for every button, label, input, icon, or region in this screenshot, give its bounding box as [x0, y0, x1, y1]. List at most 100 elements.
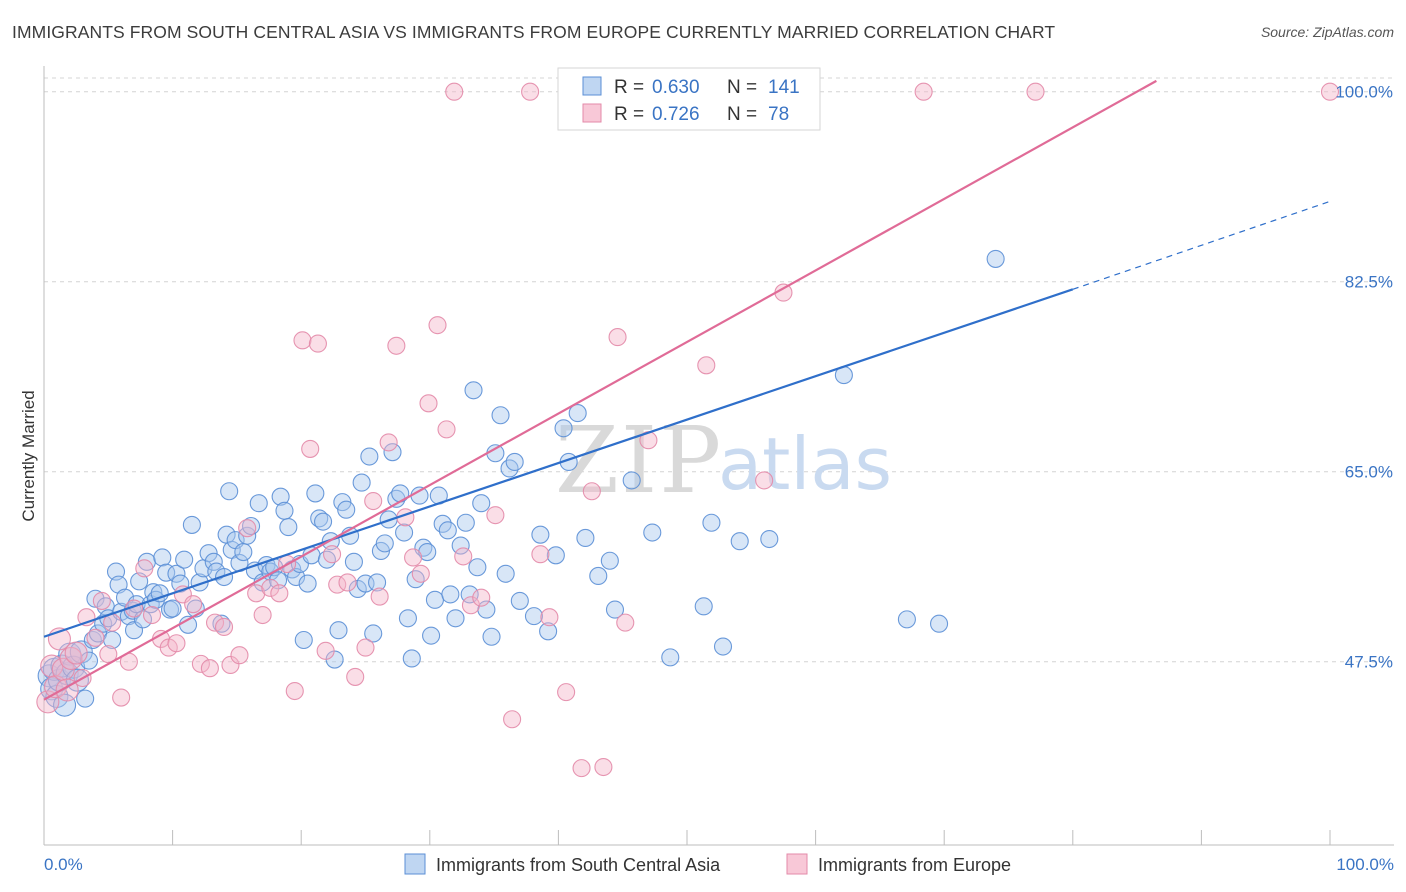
data-point-europe [445, 82, 464, 101]
data-point-europe [364, 491, 383, 511]
data-point-south-central-asia [760, 529, 779, 549]
data-point-europe [230, 646, 249, 665]
series-legend-swatch-pink [786, 853, 808, 875]
data-point-south-central-asia [930, 614, 949, 633]
data-point-south-central-asia [451, 536, 470, 555]
data-point-south-central-asia [464, 381, 483, 400]
data-point-europe [1320, 82, 1340, 101]
data-point-south-central-asia [364, 624, 383, 643]
data-point-south-central-asia [694, 597, 713, 616]
stats-legend-n-label-blue: N = [727, 77, 757, 98]
trend-lines [43, 79, 1331, 701]
data-point-south-central-asia [167, 564, 186, 583]
series-south-central-asia-points [37, 249, 1005, 717]
data-point-south-central-asia [368, 573, 387, 592]
data-point-south-central-asia [730, 532, 749, 551]
data-point-south-central-asia [438, 521, 457, 540]
data-point-europe [184, 595, 203, 614]
data-point-europe [200, 659, 219, 678]
data-point-south-central-asia [897, 610, 916, 629]
data-point-europe [461, 596, 481, 615]
stats-legend-n-value-pink: 78 [768, 104, 789, 125]
stats-legend: R = 0.630 N = 141 R = 0.726 N = 78 [557, 67, 821, 131]
data-point-south-central-asia [505, 452, 524, 471]
stats-legend-r-value-pink: 0.726 [652, 104, 700, 125]
data-point-south-central-asia [496, 564, 515, 583]
grid-lines [44, 77, 1394, 663]
trend-line-south-central-asia-extension [1072, 200, 1331, 290]
data-point-south-central-asia [199, 544, 218, 563]
data-point-south-central-asia [269, 571, 288, 590]
data-point-south-central-asia [314, 512, 333, 531]
x-tick-label-max: 100.0% [1336, 855, 1394, 874]
data-point-south-central-asia [510, 591, 529, 610]
data-point-south-central-asia [468, 558, 487, 577]
x-tick-label-min: 0.0% [44, 855, 83, 874]
data-point-europe [316, 641, 335, 660]
data-point-south-central-asia [491, 406, 510, 425]
data-point-south-central-asia [94, 614, 113, 633]
data-point-europe [270, 584, 289, 603]
data-point-europe [135, 559, 154, 578]
data-point-south-central-asia [153, 548, 172, 567]
data-point-europe [167, 634, 186, 653]
data-point-europe [36, 690, 60, 714]
stats-legend-n-value-blue: 141 [768, 77, 800, 98]
data-point-europe [608, 328, 627, 347]
data-point-europe [472, 588, 491, 607]
data-point-south-central-asia [643, 523, 662, 542]
data-point-south-central-asia [554, 419, 573, 438]
data-point-europe [285, 681, 304, 701]
data-point-south-central-asia [456, 513, 475, 532]
data-point-europe [293, 331, 312, 350]
data-point-europe [454, 547, 473, 566]
data-point-south-central-asia [482, 627, 501, 646]
y-axis-label: Currently Married [19, 390, 38, 521]
data-point-south-central-asia [275, 501, 294, 520]
y-tick-labels: 47.5% 65.0% 82.5% 100.0% [1335, 83, 1393, 672]
data-point-europe [142, 605, 162, 625]
data-point-south-central-asia [383, 443, 402, 462]
data-point-europe [379, 433, 398, 452]
data-point-europe [521, 82, 540, 101]
data-point-south-central-asia [406, 570, 425, 589]
data-point-south-central-asia [441, 585, 460, 604]
data-point-europe [616, 613, 635, 632]
data-point-south-central-asia [76, 689, 95, 708]
series-legend-swatch-blue [404, 853, 426, 875]
data-point-europe [755, 471, 774, 490]
data-point-south-central-asia [249, 494, 268, 513]
data-point-south-central-asia [375, 534, 394, 553]
source-label: Source: ZipAtlas.com [1260, 24, 1394, 40]
data-point-europe [247, 584, 266, 603]
data-point-south-central-asia [486, 444, 505, 463]
data-point-europe [411, 564, 430, 583]
data-point-south-central-asia [702, 513, 721, 532]
watermark: ZIP atlas [555, 407, 892, 514]
chart-title: IMMIGRANTS FROM SOUTH CENTRAL ASIA VS IM… [12, 22, 1056, 42]
data-point-south-central-asia [329, 621, 348, 640]
data-point-south-central-asia [713, 637, 733, 656]
data-point-south-central-asia [150, 584, 169, 603]
data-point-south-central-asia [568, 404, 587, 423]
data-point-europe [486, 506, 505, 525]
stats-legend-r-label-pink: R = [614, 104, 644, 125]
watermark-atlas: atlas [718, 422, 892, 506]
data-point-south-central-asia [986, 249, 1005, 268]
data-point-south-central-asia [279, 518, 298, 537]
data-point-europe [261, 578, 280, 597]
data-point-europe [86, 628, 105, 647]
data-point-europe [697, 356, 716, 375]
data-point-south-central-asia [422, 626, 441, 645]
data-point-europe [92, 591, 111, 610]
data-point-europe [205, 613, 225, 632]
data-point-south-central-asia [446, 609, 465, 628]
data-point-europe [540, 608, 559, 627]
stats-legend-box [557, 67, 821, 131]
data-point-europe [64, 641, 88, 665]
data-point-europe [1026, 82, 1045, 101]
data-point-europe [323, 545, 342, 564]
data-point-europe [594, 757, 613, 777]
data-point-europe [914, 82, 933, 101]
